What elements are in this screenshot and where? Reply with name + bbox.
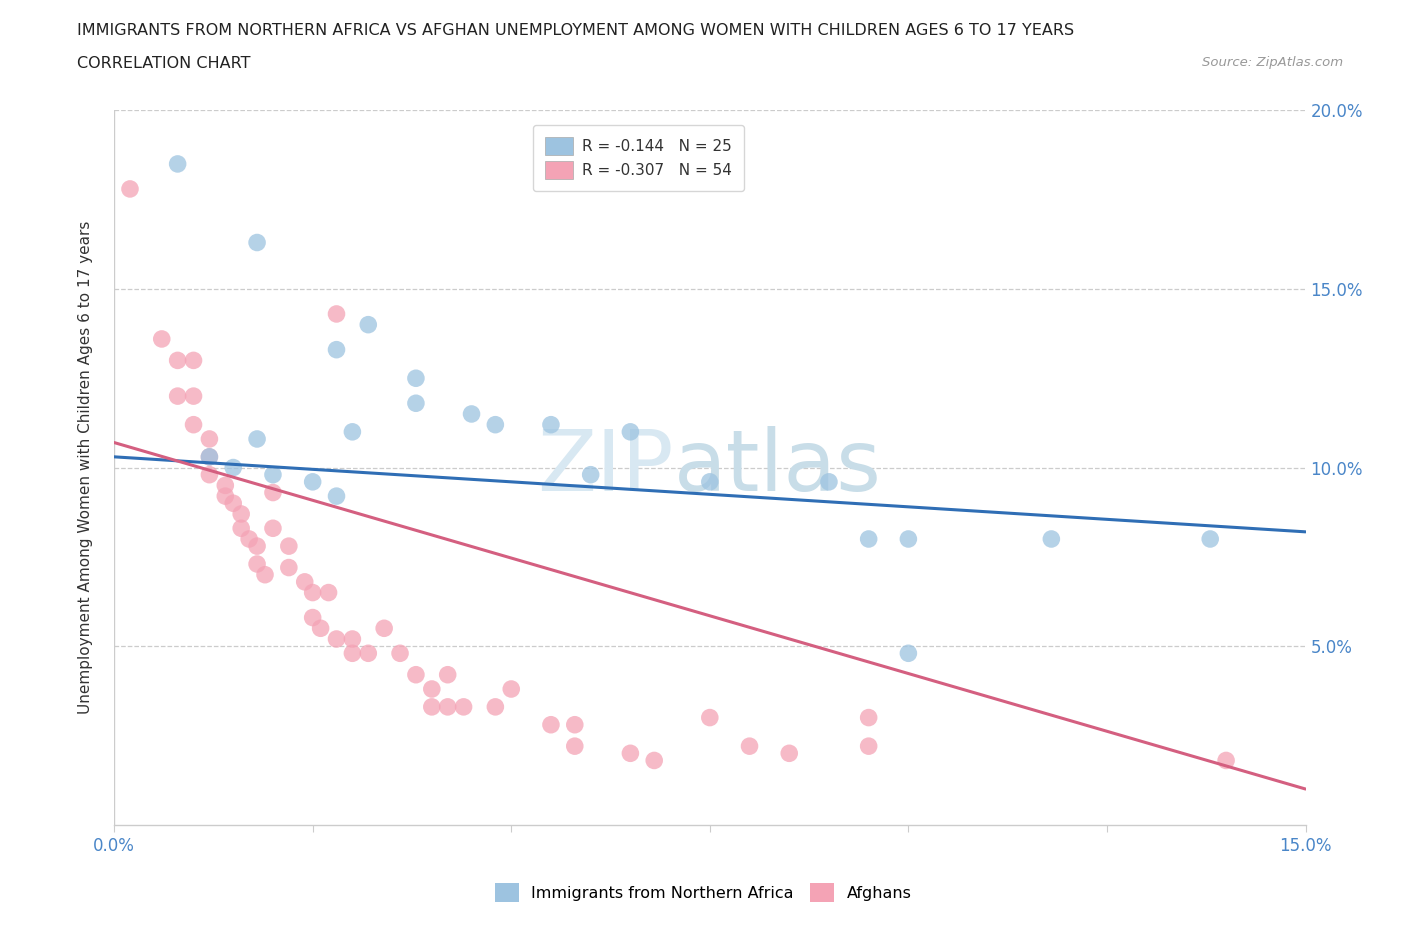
Point [540,418,562,432]
Y-axis label: Unemployment Among Women with Children Ages 6 to 17 years: Unemployment Among Women with Children A… [79,220,93,714]
Point [778,746,800,761]
Point [436,699,458,714]
Point [858,532,880,547]
Point [198,449,221,464]
Point [198,432,221,446]
Point [897,645,920,660]
Point [1215,753,1237,768]
Point [373,621,395,636]
Point [579,467,602,482]
Text: atlas: atlas [673,426,882,509]
Point [166,389,188,404]
Point [564,717,586,732]
Point [738,738,761,753]
Point [246,235,269,250]
Point [222,460,245,475]
Text: CORRELATION CHART: CORRELATION CHART [77,56,250,71]
Point [484,418,506,432]
Legend: R = -0.144   N = 25, R = -0.307   N = 54: R = -0.144 N = 25, R = -0.307 N = 54 [533,126,744,191]
Point [118,181,141,196]
Point [484,699,506,714]
Point [166,156,188,171]
Point [231,521,253,536]
Point [1040,532,1063,547]
Point [897,532,920,547]
Point [238,532,260,547]
Point [619,424,641,439]
Point [501,682,523,697]
Point [231,507,253,522]
Point [436,668,458,683]
Point [318,585,340,600]
Point [277,560,299,575]
Point [420,682,443,697]
Point [564,738,586,753]
Point [405,668,427,683]
Text: ZIP: ZIP [537,426,673,509]
Point [619,746,641,761]
Point [357,317,380,332]
Point [214,488,236,503]
Point [325,488,347,503]
Point [858,738,880,753]
Point [699,474,721,489]
Point [246,432,269,446]
Point [405,396,427,411]
Point [198,467,221,482]
Legend: Immigrants from Northern Africa, Afghans: Immigrants from Northern Africa, Afghans [488,877,918,908]
Point [325,631,347,646]
Point [858,711,880,725]
Point [309,621,332,636]
Point [262,467,284,482]
Point [342,645,364,660]
Point [183,418,205,432]
Point [460,406,482,421]
Point [818,474,841,489]
Point [246,538,269,553]
Point [166,353,188,368]
Point [699,711,721,725]
Text: IMMIGRANTS FROM NORTHERN AFRICA VS AFGHAN UNEMPLOYMENT AMONG WOMEN WITH CHILDREN: IMMIGRANTS FROM NORTHERN AFRICA VS AFGHA… [77,23,1074,38]
Text: Source: ZipAtlas.com: Source: ZipAtlas.com [1202,56,1343,69]
Point [420,699,443,714]
Point [150,331,173,346]
Point [253,567,276,582]
Point [1199,532,1222,547]
Point [325,307,347,322]
Point [277,538,299,553]
Point [325,342,347,357]
Point [342,424,364,439]
Point [405,371,427,386]
Point [222,496,245,511]
Point [183,389,205,404]
Point [262,485,284,500]
Point [262,521,284,536]
Point [453,699,475,714]
Point [357,645,380,660]
Point [301,610,323,625]
Point [342,631,364,646]
Point [294,575,316,590]
Point [643,753,665,768]
Point [301,474,323,489]
Point [246,556,269,571]
Point [183,353,205,368]
Point [389,645,412,660]
Point [198,449,221,464]
Point [301,585,323,600]
Point [540,717,562,732]
Point [214,478,236,493]
